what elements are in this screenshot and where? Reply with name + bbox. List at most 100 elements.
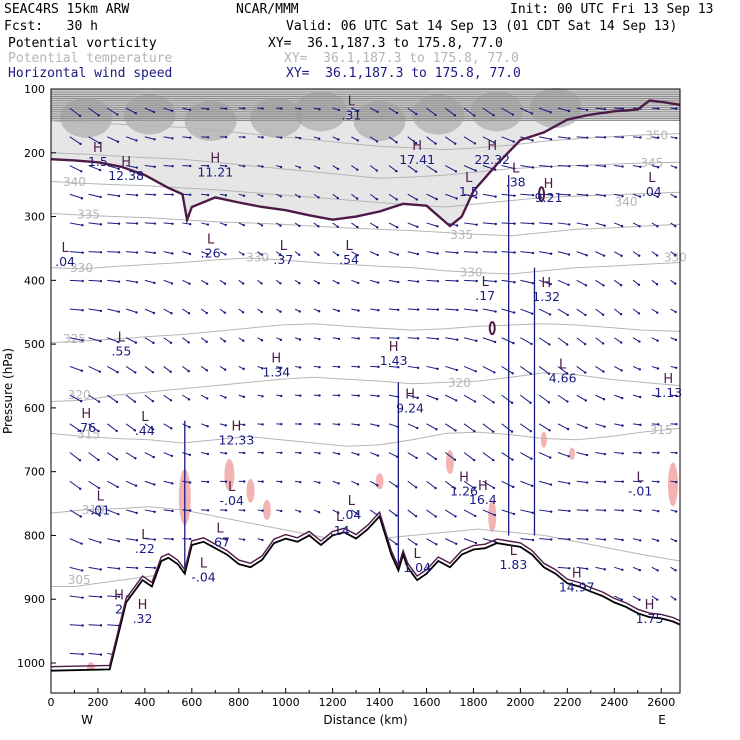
- wind-vector: [107, 136, 119, 143]
- wind-vector-head: [475, 279, 478, 283]
- wind-vector-head: [513, 251, 516, 254]
- wind-vector-head: [639, 165, 642, 169]
- wind-vector: [464, 308, 477, 312]
- wind-vector: [445, 251, 458, 254]
- wind-vector-head: [454, 170, 458, 173]
- wind-vector-head: [187, 341, 190, 344]
- wind-vector: [125, 136, 137, 141]
- wind-vector: [407, 509, 417, 517]
- wind-vector-head: [674, 338, 678, 342]
- wind-vector-head: [474, 514, 477, 518]
- wind-vector-head: [117, 251, 121, 254]
- wind-vector-head: [357, 423, 360, 427]
- wind-vector-head: [135, 539, 139, 542]
- wind-vector-head: [117, 222, 121, 225]
- wind-vector-head: [81, 224, 84, 227]
- wind-vector-head: [317, 310, 321, 313]
- wind-vector-head: [153, 538, 156, 541]
- wind-vector-head: [396, 280, 400, 284]
- wind-vector-head: [585, 453, 589, 457]
- wind-vector: [88, 394, 100, 403]
- wind-vector-head: [81, 251, 84, 254]
- wind-vector-head: [620, 254, 623, 258]
- wind-vector: [407, 365, 419, 369]
- wind-vector: [426, 365, 438, 370]
- wind-vector-head: [567, 482, 571, 485]
- wind-vector-head: [171, 137, 174, 140]
- wind-vector-head: [318, 452, 321, 455]
- wind-vector-head: [206, 425, 209, 428]
- y-axis-title: Pressure (hPa): [1, 348, 15, 434]
- wind-vector-head: [117, 595, 121, 598]
- wind-vector-head: [224, 135, 228, 139]
- extremum-type: L: [648, 171, 656, 186]
- wind-vector-head: [550, 193, 553, 197]
- y-tick-label: 700: [24, 466, 45, 479]
- wind-vector: [613, 279, 622, 286]
- wind-vector-head: [115, 458, 119, 461]
- wind-vector-head: [585, 108, 589, 112]
- wind-vector-head: [603, 509, 607, 512]
- wind-vector-head: [135, 251, 139, 254]
- wind-vector: [107, 251, 120, 253]
- wind-vector-head: [317, 196, 320, 199]
- extremum-type: H: [572, 566, 582, 581]
- wind-vector-head: [473, 487, 476, 490]
- wind-vector: [426, 279, 438, 282]
- wind-vector: [482, 365, 495, 373]
- wind-vector-head: [568, 567, 571, 570]
- wind-vector-head: [619, 284, 623, 287]
- wind-vector: [125, 452, 136, 459]
- wind-vector: [632, 595, 640, 601]
- wind-vector-head: [241, 311, 245, 314]
- wind-vector: [407, 165, 417, 172]
- wind-vector: [407, 279, 419, 283]
- wind-vector: [388, 107, 398, 114]
- wind-vector-head: [531, 251, 535, 255]
- wind-vector: [107, 365, 118, 373]
- wind-vector-head: [241, 282, 245, 285]
- wind-vector: [144, 509, 155, 513]
- wind-vector-head: [298, 224, 301, 228]
- wind-vector: [426, 394, 438, 400]
- wind-vector: [426, 423, 437, 430]
- wind-vector: [69, 652, 83, 655]
- near-surface-pv-line: [50, 510, 681, 668]
- wind-vector-head: [377, 365, 380, 369]
- wind-vector: [369, 480, 378, 486]
- wind-vector: [88, 480, 100, 489]
- wind-vector-head: [261, 509, 264, 512]
- wind-vector: [69, 452, 81, 461]
- wind-vector: [445, 509, 456, 517]
- extremum-value: .17: [475, 288, 495, 303]
- wind-vector: [388, 193, 398, 200]
- wind-vector-head: [586, 136, 589, 139]
- wind-vector-head: [169, 341, 173, 344]
- terrain-surface: [50, 510, 681, 693]
- wind-vector-head: [170, 427, 173, 430]
- wind-vector-head: [620, 224, 624, 228]
- wind-vector-head: [585, 194, 589, 197]
- wind-vector: [88, 423, 99, 432]
- wind-vector-head: [436, 367, 439, 371]
- wind-vector-head: [639, 423, 642, 427]
- theta-label: 320: [448, 376, 471, 390]
- wind-vector: [539, 136, 552, 140]
- wind-vector-head: [396, 226, 399, 229]
- wind-vector: [576, 308, 586, 316]
- wind-vector: [482, 193, 496, 198]
- wind-vector-head: [656, 539, 660, 542]
- wind-vector: [482, 107, 494, 116]
- wind-vector-head: [357, 309, 360, 312]
- wind-vector-head: [621, 165, 624, 168]
- wind-vector-head: [456, 338, 459, 341]
- wind-vector-head: [567, 109, 571, 113]
- wind-vector: [595, 423, 605, 428]
- extremum-type: L: [336, 510, 344, 525]
- wind-vector-head: [223, 368, 227, 371]
- wind-vector: [539, 107, 551, 113]
- wind-vector: [576, 480, 588, 484]
- wind-vector-head: [337, 482, 340, 485]
- extremum-value: 1.75: [636, 611, 664, 626]
- wind-vector: [632, 394, 641, 398]
